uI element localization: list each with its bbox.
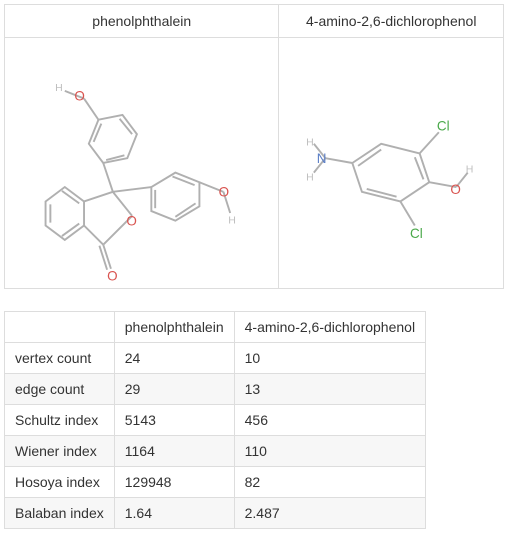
property-value-a: 1164 <box>114 436 234 467</box>
svg-text:O: O <box>74 89 84 104</box>
property-label: Balaban index <box>5 498 115 529</box>
svg-text:Cl: Cl <box>410 226 423 241</box>
svg-text:N: N <box>317 151 327 166</box>
property-value-b: 82 <box>234 467 425 498</box>
property-value-a: 24 <box>114 343 234 374</box>
table-row: edge count2913 <box>5 374 426 405</box>
svg-text:O: O <box>451 182 461 197</box>
svg-text:O: O <box>107 268 117 283</box>
svg-text:H: H <box>55 82 63 94</box>
phenolphthalein-svg: O O O H O H <box>5 38 278 288</box>
property-label: Schultz index <box>5 405 115 436</box>
table-row: Hosoya index12994882 <box>5 467 426 498</box>
structure-table: phenolphthalein 4-amino-2,6-dichlorophen… <box>4 4 504 289</box>
property-value-b: 2.487 <box>234 498 425 529</box>
property-label: edge count <box>5 374 115 405</box>
properties-table: phenolphthalein 4-amino-2,6-dichlorophen… <box>4 311 426 529</box>
property-value-b: 110 <box>234 436 425 467</box>
property-value-b: 456 <box>234 405 425 436</box>
properties-corner <box>5 312 115 343</box>
table-row: vertex count2410 <box>5 343 426 374</box>
svg-text:O: O <box>126 214 136 229</box>
table-row: Balaban index1.642.487 <box>5 498 426 529</box>
property-value-a: 1.64 <box>114 498 234 529</box>
compound-b-structure: N H H Cl Cl O H <box>279 38 504 289</box>
svg-text:H: H <box>228 215 236 227</box>
compound-b-header: 4-amino-2,6-dichlorophenol <box>279 5 504 38</box>
property-label: Wiener index <box>5 436 115 467</box>
svg-text:H: H <box>307 171 315 183</box>
property-label: vertex count <box>5 343 115 374</box>
svg-text:Cl: Cl <box>437 118 450 133</box>
property-value-b: 10 <box>234 343 425 374</box>
property-value-b: 13 <box>234 374 425 405</box>
dichlorophenol-svg: N H H Cl Cl O H <box>279 38 503 288</box>
table-row: Wiener index1164110 <box>5 436 426 467</box>
property-value-a: 129948 <box>114 467 234 498</box>
property-label: Hosoya index <box>5 467 115 498</box>
svg-text:O: O <box>219 185 229 200</box>
compound-a-structure: O O O H O H <box>5 38 279 289</box>
property-value-a: 29 <box>114 374 234 405</box>
properties-col-a: phenolphthalein <box>114 312 234 343</box>
svg-text:H: H <box>307 137 315 149</box>
properties-col-b: 4-amino-2,6-dichlorophenol <box>234 312 425 343</box>
property-value-a: 5143 <box>114 405 234 436</box>
svg-text:H: H <box>466 164 474 176</box>
compound-a-header: phenolphthalein <box>5 5 279 38</box>
table-row: Schultz index5143456 <box>5 405 426 436</box>
